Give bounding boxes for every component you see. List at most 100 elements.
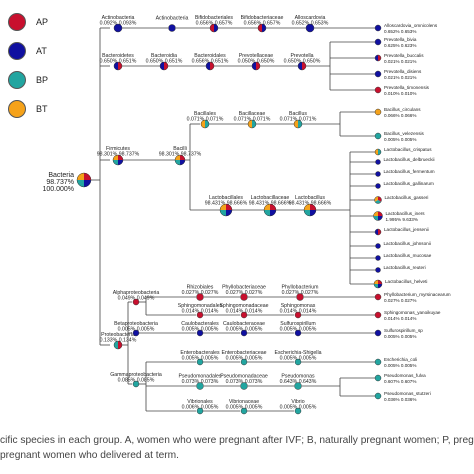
enterobacterales-value: 0.005% 0.005%	[182, 356, 219, 362]
bifido_family-value: 0.656% 0.657%	[244, 21, 281, 27]
s_prev_timonensis-pie	[374, 86, 382, 94]
s_prev_buccalis-value: 0.021% 0.021%	[384, 59, 416, 64]
bacillales-value: 0.071% 0.071%	[187, 117, 224, 123]
enterobacteriaceae-name: Enterobacteriaceae	[222, 350, 267, 356]
caulobacterales-value: 0.005% 0.005%	[182, 327, 219, 333]
caulobacteraceae-name: Caulobacteraceae	[223, 321, 265, 327]
legend-bt: BT	[8, 100, 48, 118]
sphingomonas-value: 0.014% 0.014%	[280, 309, 317, 315]
alloscardovia-name: Alloscardovia	[295, 15, 326, 21]
sulfurospirillum-value: 0.005% 0.005%	[280, 327, 317, 333]
bacteroidales-name: Bacteroidales	[194, 53, 226, 59]
caption-line-1: cific species in each group. A, women wh…	[0, 435, 474, 446]
lactobacillales-value: 98.431% 98.666%	[205, 201, 248, 207]
legend-bt-label: BT	[36, 104, 48, 114]
s_l11-name: Lactobacillus_helveti	[385, 279, 427, 284]
bacillales-name: Bacillales	[194, 111, 216, 117]
legend-at-label: AT	[36, 46, 47, 56]
firmicutes-value: 98.301% 98.737%	[97, 152, 140, 158]
bacillaceae-name: Bacillaceae	[239, 111, 266, 117]
gammaproteo-name: Gammaproteobacteria	[110, 372, 162, 378]
s_sphingo-pie	[374, 311, 382, 319]
bacteroidetes-pie	[113, 61, 123, 71]
firmicutes-name: Firmicutes	[106, 146, 130, 152]
s_pseudo2-name: Pseudomonas_stutzeri	[384, 391, 431, 396]
s_ecoli-name: Escherichia_coli	[384, 357, 417, 362]
alloscardovia-value: 0.652% 0.653%	[292, 21, 329, 27]
vibrionaceae-name: Vibrionaceae	[229, 399, 259, 405]
legend-at: AT	[8, 42, 47, 60]
s_l6-name: Lactobacillus_iners	[386, 211, 426, 216]
bifido_family-name: Bifidobacteriaceae	[241, 15, 284, 21]
s_allo_omnic-value: 0.652% 0.653%	[384, 29, 416, 34]
legend-bt-swatch	[8, 100, 26, 118]
prevotellaceae-value: 0.050% 0.650%	[238, 59, 275, 65]
s_prev_disiens-pie	[374, 70, 382, 78]
phyllobacteriaceae-name: Phyllobacteriaceae	[222, 285, 266, 291]
bacteroidales-value: 0.656% 0.651%	[192, 59, 229, 65]
s_l6-value: 1.995% 9.633%	[386, 217, 418, 222]
pseudomonadales-pie	[196, 382, 204, 390]
s_l2-pie	[375, 159, 381, 165]
s_phyllo-value: 0.027% 0.027%	[384, 298, 416, 303]
phyllobacteriaceae-value: 0.027% 0.027%	[226, 290, 263, 296]
s_pseudo1-value: 0.607% 0.607%	[384, 379, 416, 384]
legend-bp: BP	[8, 71, 48, 89]
s_allo_omnic-name: Alloscardovia_omnicolens	[384, 23, 438, 28]
s_bac_velezensis-value: 0.005% 0.005%	[384, 137, 416, 142]
legend-bp-swatch	[8, 71, 26, 89]
s_phyllo-pie	[374, 293, 382, 301]
figure-caption: cific species in each group. A, women wh…	[0, 433, 474, 463]
rhizobiales-name: Rhizobiales	[187, 285, 214, 291]
legend-bp-label: BP	[36, 75, 49, 85]
s_allo_omnic-pie	[374, 24, 382, 32]
lactobacillus-pie	[303, 203, 317, 217]
pseudomonas-pie	[294, 382, 302, 390]
s_pseudo1-name: Pseudomonas_fulva	[384, 373, 426, 378]
root-pct2: 100.000%	[42, 186, 74, 193]
legend-at-swatch	[8, 42, 26, 60]
s_bac_velezensis-name: Bacillus_velezensis	[384, 131, 425, 136]
s_phyllo-name: Phyllobacterium_myrsinacearum	[384, 292, 451, 297]
bacteroidales-pie	[205, 61, 215, 71]
s_l1-pie	[374, 148, 382, 156]
s_l5-pie	[374, 196, 382, 204]
s_l11-pie	[373, 279, 383, 289]
s_prev_timonensis-name: Prevotella_timonensis	[384, 85, 430, 90]
phyllobacterium-name: Phyllobacterium	[282, 285, 319, 291]
s_ecoli-value: 0.005% 0.005%	[384, 363, 416, 368]
root-name: Bacteria	[48, 172, 74, 179]
phyllobacteriaceae-pie	[240, 293, 248, 301]
s_l9-pie	[375, 255, 381, 261]
caulobacterales-name: Caulobacterales	[181, 321, 219, 327]
s_l9-name: Lactobacillus_mucosae	[384, 253, 432, 258]
lactobacillaceae-value: 98.431% 98.666%	[249, 201, 292, 207]
bacteroidia-name: Bacteroidia	[151, 53, 177, 59]
sphingomonadaceae-value: 0.014% 0.014%	[226, 309, 263, 315]
gammaproteo-value: 0.085% 0.085%	[118, 378, 155, 384]
betaproteo-name: Betaproteobacteria	[114, 321, 158, 327]
phyllobacterium-pie	[296, 293, 304, 301]
legend-ap: AP	[8, 13, 48, 31]
pseudomonadaceae-value: 0.073% 0.073%	[226, 379, 263, 385]
bacillus-value: 0.071% 0.071%	[280, 117, 317, 123]
rhizobiales-pie	[196, 293, 204, 301]
s_l8-name: Lactobacillus_johnsonii	[384, 241, 431, 246]
bacteroidetes-value: 0.650% 0.651%	[100, 59, 137, 65]
s_sulfuro-name: Sulfurospirillum_sp	[384, 328, 423, 333]
s_sulfuro-pie	[374, 329, 382, 337]
s_l3-name: Lactobacillus_fermentum	[384, 169, 435, 174]
bacillaceae-pie	[247, 119, 257, 129]
s_prev_disiens-value: 0.021% 0.021%	[384, 75, 416, 80]
s_l2-name: Lactobacillus_delbrueckii	[384, 157, 435, 162]
proteobacteria-name: Proteobacteria	[101, 332, 135, 338]
escherichia-name: Escherichia-Shigella	[275, 350, 322, 356]
prevotella-pie	[297, 61, 307, 71]
sphingomonas-name: Sphingomonas	[281, 303, 316, 309]
s_l4-pie	[375, 183, 381, 189]
s_bac_circulans-name: Bacillus_circulans	[384, 107, 421, 112]
s_l5-name: Lactobacillus_gasseri	[385, 195, 429, 200]
s_sphingo-value: 0.014% 0.014%	[384, 316, 416, 321]
actinobacteria-value: 0.092% 0.093%	[100, 21, 137, 27]
lactobacillus-value: 98.431% 98.666%	[289, 201, 332, 207]
